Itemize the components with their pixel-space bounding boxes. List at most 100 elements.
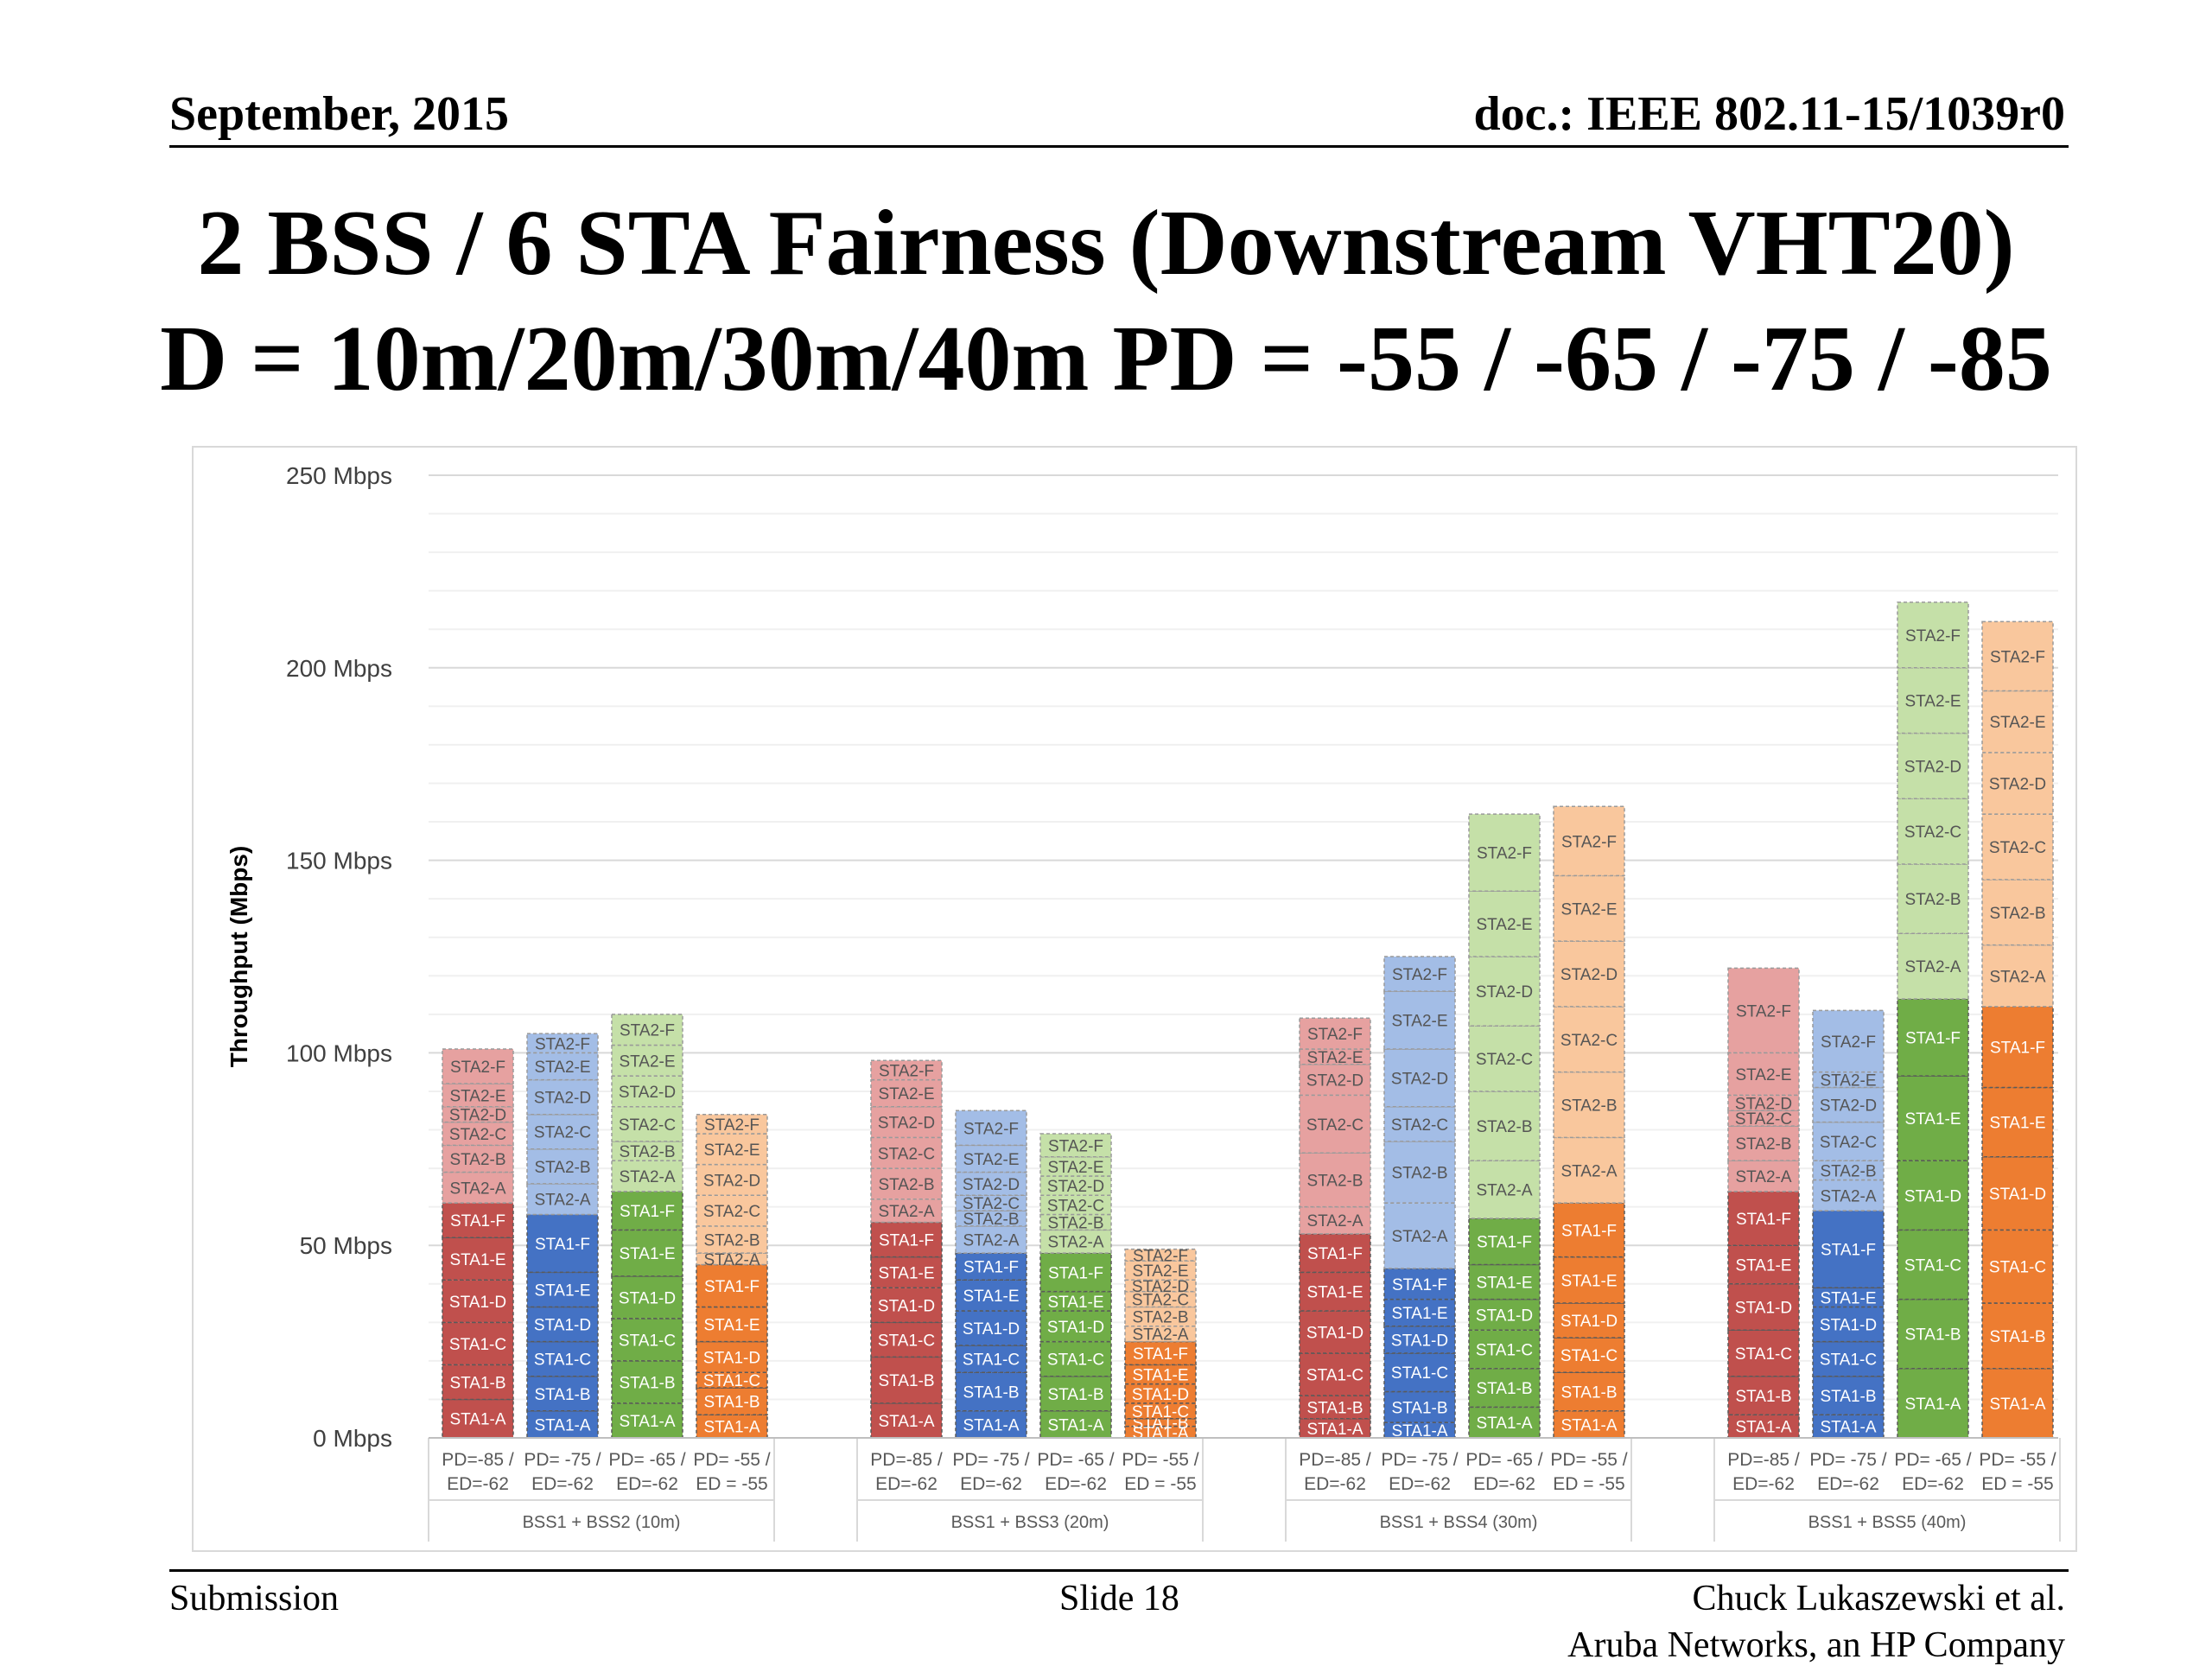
y-tick-label: 0 Mbps xyxy=(313,1425,392,1452)
segment-label: STA1-D xyxy=(1904,1187,1961,1205)
segment-label: STA2-B xyxy=(1476,1118,1532,1136)
segment-label: STA1-B xyxy=(449,1374,505,1392)
segment-label: STA2-A xyxy=(449,1180,505,1198)
bar-segment xyxy=(1299,1152,1371,1208)
segment-label: STA1-A xyxy=(703,1419,760,1437)
segment-label: STA1-D xyxy=(1132,1386,1189,1404)
bar-segment xyxy=(1812,1086,1885,1123)
segment-label: STA1-F xyxy=(1307,1245,1363,1263)
bar-segment xyxy=(955,1210,1027,1227)
bar-segment xyxy=(870,1198,943,1224)
segment-label: STA1-F xyxy=(1905,1030,1961,1048)
segment-label: STA2-F xyxy=(1307,1026,1363,1044)
bar-segment xyxy=(1299,1233,1371,1274)
bar-segment xyxy=(1727,1329,1800,1377)
bar-segment xyxy=(1124,1417,1197,1428)
segment-label: STA2-D xyxy=(1306,1072,1363,1091)
segment-label: STA2-C xyxy=(963,1195,1020,1213)
segment-label: STA2-F xyxy=(1905,627,1961,645)
bar-segment xyxy=(1981,690,2054,754)
bar-segment xyxy=(1383,1106,1456,1142)
bar-segment xyxy=(1727,1414,1800,1439)
segment-label: STA2-B xyxy=(963,1211,1019,1229)
x-tick-label: PD= -55 / xyxy=(1550,1450,1627,1470)
bar-segment xyxy=(1124,1340,1197,1366)
bar-segment xyxy=(1468,1298,1541,1331)
bar-segment xyxy=(611,1318,683,1362)
segment-label: STA2-C xyxy=(1560,1032,1618,1050)
bar-segment xyxy=(1383,1202,1456,1269)
bar-segment xyxy=(1981,813,2054,881)
x-tick-label: PD= -55 / xyxy=(1122,1450,1198,1470)
bar-segment xyxy=(696,1306,768,1343)
bar-segment xyxy=(1553,874,1625,942)
bar-segment xyxy=(611,1275,683,1319)
segment-label: STA2-D xyxy=(1391,1070,1448,1088)
x-tick-label: PD= -75 / xyxy=(1809,1450,1886,1470)
segment-label: STA2-A xyxy=(1391,1228,1447,1246)
bar-segment xyxy=(1981,1229,2054,1304)
bar-segment xyxy=(1727,1052,1800,1097)
bar-segment xyxy=(1981,1006,2054,1089)
segment-label: STA2-A xyxy=(1560,1162,1617,1180)
bar-segment xyxy=(442,1171,514,1204)
segment-label: STA1-E xyxy=(1391,1305,1447,1323)
segment-label: STA1-A xyxy=(1306,1421,1363,1439)
segment-label: STA2-E xyxy=(449,1087,505,1105)
x-tick-label: ED=-62 xyxy=(875,1474,938,1494)
segment-label: STA2-C xyxy=(534,1124,591,1142)
segment-label: STA2-C xyxy=(619,1116,676,1135)
segment-label: STA1-E xyxy=(1820,1289,1876,1307)
x-tick-label: PD= -65 / xyxy=(608,1450,685,1470)
segment-label: STA2-D xyxy=(1989,775,2046,793)
footer-submission: Submission xyxy=(169,1579,340,1618)
bar-segment xyxy=(1553,1006,1625,1073)
bar-segment xyxy=(1553,1071,1625,1139)
segment-label: STA1-F xyxy=(450,1212,505,1230)
bar-segment xyxy=(1897,863,1969,935)
segment-label: STA1-A xyxy=(1904,1396,1961,1414)
bar-segment xyxy=(1468,1406,1541,1439)
segment-label: STA2-E xyxy=(878,1085,934,1103)
bar-segment xyxy=(870,1106,943,1139)
bar-segment xyxy=(442,1083,514,1108)
segment-label: STA2-D xyxy=(534,1090,591,1108)
segment-label: STA2-B xyxy=(1132,1309,1188,1327)
bar-segment xyxy=(1553,1337,1625,1373)
bar-segment xyxy=(1039,1175,1112,1197)
segment-label: STA1-E xyxy=(1989,1115,2045,1133)
segment-label: STA1-F xyxy=(1133,1345,1188,1364)
bar-segment xyxy=(1039,1229,1112,1254)
bar-segment xyxy=(870,1167,943,1200)
segment-label: STA1-C xyxy=(1904,1256,1961,1275)
x-tick-label: PD= -65 / xyxy=(1465,1450,1542,1470)
bar-segment xyxy=(1981,752,2054,815)
group-label: BSS1 + BSS5 (40m) xyxy=(1808,1513,1967,1532)
segment-label: STA2-D xyxy=(619,1084,676,1102)
bar-segment xyxy=(1981,1086,2054,1158)
footer-company: Aruba Networks, an HP Company xyxy=(1567,1625,2065,1665)
bar-segment xyxy=(1981,879,2054,946)
segment-label: STA1-A xyxy=(1391,1422,1447,1440)
segment-label: STA1-E xyxy=(1904,1110,1961,1129)
bar-segment xyxy=(1727,1125,1800,1161)
segment-label: STA2-E xyxy=(703,1141,760,1160)
segment-label: STA2-D xyxy=(703,1172,760,1190)
bar-segment xyxy=(611,1402,683,1439)
segment-label: STA2-A xyxy=(878,1203,934,1221)
segment-label: STA1-B xyxy=(1476,1380,1532,1398)
bar-segment xyxy=(1897,1298,1969,1370)
bar-segment xyxy=(1468,956,1541,1027)
segment-label: STA2-B xyxy=(534,1159,590,1177)
bar-segment xyxy=(611,1044,683,1077)
bar-segment xyxy=(526,1113,599,1150)
bar-segment xyxy=(442,1321,514,1366)
bar-segment xyxy=(1299,1017,1371,1050)
bar-segment xyxy=(1039,1375,1112,1412)
segment-label: STA1-A xyxy=(619,1413,675,1431)
bar-segment xyxy=(1039,1133,1112,1158)
segment-label: STA1-D xyxy=(1306,1324,1363,1342)
bar-segment xyxy=(1383,1352,1456,1393)
segment-label: STA2-D xyxy=(1735,1095,1792,1113)
segment-label: STA2-D xyxy=(1047,1178,1104,1196)
